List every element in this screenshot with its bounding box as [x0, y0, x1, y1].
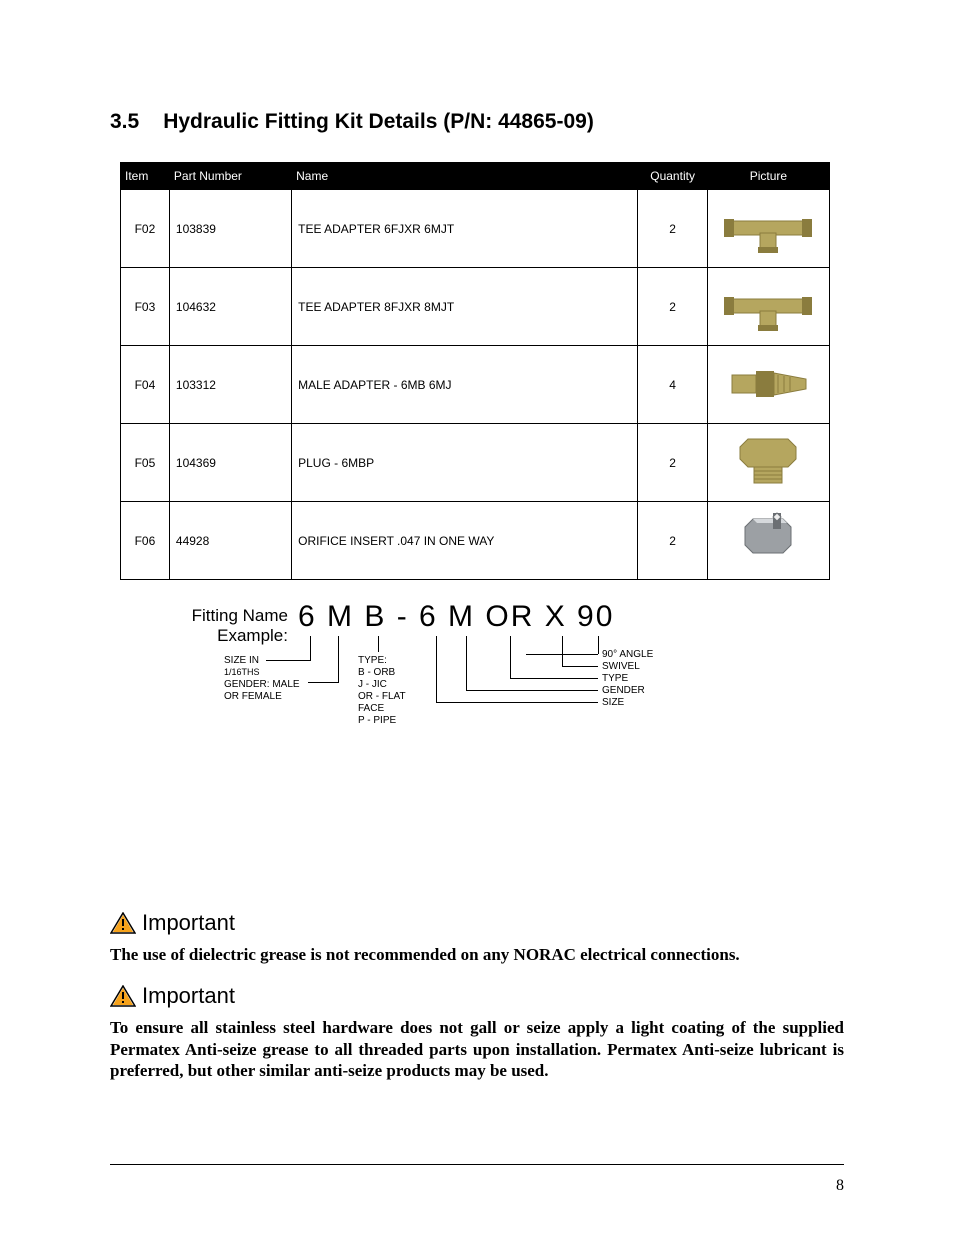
th-picture: Picture [707, 163, 829, 190]
important-heading-1: Important [110, 910, 844, 936]
page-number: 8 [836, 1177, 844, 1195]
cell-quantity: 2 [638, 502, 707, 580]
section-title-text: Hydraulic Fitting Kit Details (P/N: 4486… [163, 110, 594, 133]
cell-picture [707, 502, 829, 580]
cell-part-number: 44928 [169, 502, 291, 580]
cell-picture [707, 424, 829, 502]
ann-angle: 90° ANGLE [602, 649, 653, 661]
cell-item: F04 [121, 346, 170, 424]
cell-item: F06 [121, 502, 170, 580]
footer-rule [110, 1164, 844, 1165]
cell-part-number: 103312 [169, 346, 291, 424]
section-number: 3.5 [110, 110, 139, 134]
th-item: Item [121, 163, 170, 190]
warning-icon [110, 912, 136, 934]
ann-type: TYPE: B - ORB J - JIC OR - FLAT FACE P -… [358, 655, 406, 727]
section-heading: 3.5 Hydraulic Fitting Kit Details (P/N: 4… [110, 110, 844, 134]
cell-quantity: 2 [638, 268, 707, 346]
cell-name: PLUG - 6MBP [292, 424, 638, 502]
parts-table: Item Part Number Name Quantity Picture F… [120, 162, 830, 580]
cell-name: TEE ADAPTER 8FJXR 8MJT [292, 268, 638, 346]
cell-quantity: 2 [638, 424, 707, 502]
notice-1: The use of dielectric grease is not reco… [110, 944, 844, 965]
ann-type-right: TYPE [602, 673, 628, 685]
table-row: F03 104632 TEE ADAPTER 8FJXR 8MJT 2 [121, 268, 830, 346]
cell-item: F03 [121, 268, 170, 346]
cell-part-number: 104632 [169, 268, 291, 346]
cell-quantity: 4 [638, 346, 707, 424]
important-label: Important [142, 983, 235, 1009]
cell-picture [707, 190, 829, 268]
th-part-number: Part Number [169, 163, 291, 190]
cell-item: F02 [121, 190, 170, 268]
cell-item: F05 [121, 424, 170, 502]
cell-name: MALE ADAPTER - 6MB 6MJ [292, 346, 638, 424]
th-name: Name [292, 163, 638, 190]
cell-picture [707, 346, 829, 424]
notice-2: To ensure all stainless steel hardware d… [110, 1017, 844, 1081]
fitting-code: 6 M B - 6 M OR X 90 [298, 600, 614, 634]
fitting-name-label: Fitting Name Example: [118, 606, 288, 647]
important-heading-2: Important [110, 983, 844, 1009]
important-label: Important [142, 910, 235, 936]
table-row: F06 44928 ORIFICE INSERT .047 IN ONE WAY… [121, 502, 830, 580]
table-row: F05 104369 PLUG - 6MBP 2 [121, 424, 830, 502]
fitting-name-diagram: Fitting Name Example: 6 M B - 6 M OR X 9… [118, 600, 838, 760]
cell-part-number: 104369 [169, 424, 291, 502]
cell-name: ORIFICE INSERT .047 IN ONE WAY [292, 502, 638, 580]
ann-swivel: SWIVEL [602, 661, 640, 673]
cell-name: TEE ADAPTER 6FJXR 6MJT [292, 190, 638, 268]
cell-part-number: 103839 [169, 190, 291, 268]
table-row: F04 103312 MALE ADAPTER - 6MB 6MJ 4 [121, 346, 830, 424]
ann-gender-right: GENDER [602, 685, 645, 697]
ann-size-right: SIZE [602, 697, 624, 709]
ann-size: SIZE IN 1/16THS GENDER: MALE OR FEMALE [224, 655, 300, 703]
th-quantity: Quantity [638, 163, 707, 190]
table-row: F02 103839 TEE ADAPTER 6FJXR 6MJT 2 [121, 190, 830, 268]
warning-icon [110, 985, 136, 1007]
cell-picture [707, 268, 829, 346]
cell-quantity: 2 [638, 190, 707, 268]
